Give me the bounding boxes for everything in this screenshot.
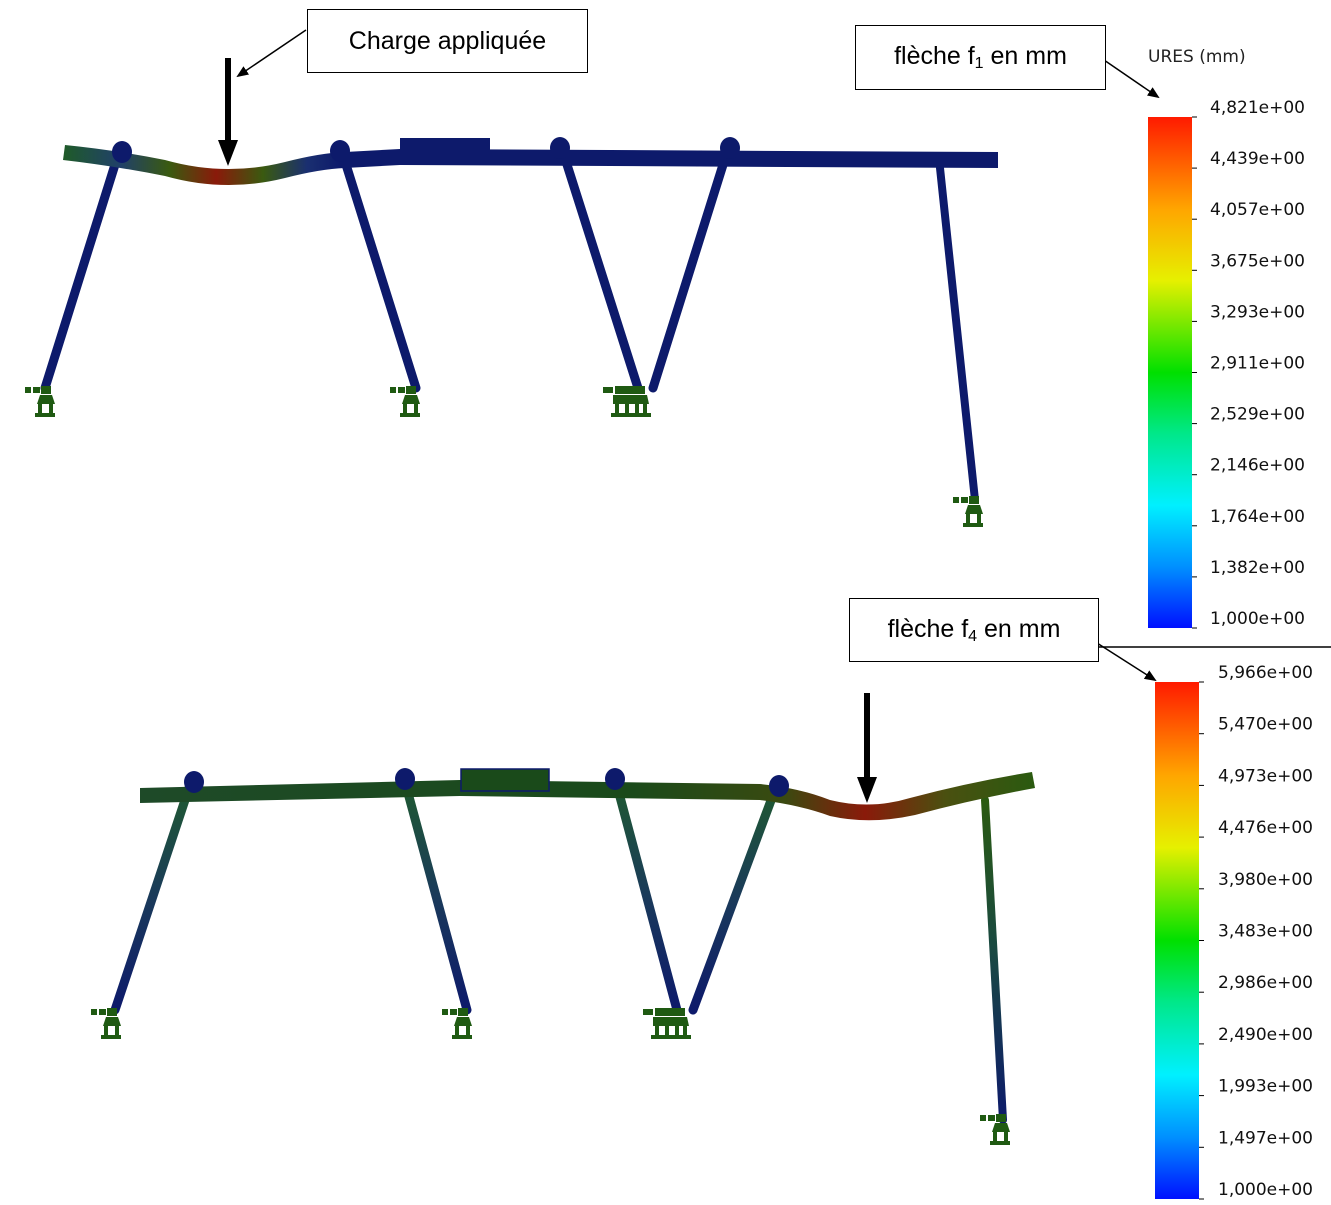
- f4-callout: flèche f4 en mm: [849, 598, 1099, 662]
- leg: [981, 796, 1007, 1124]
- beam-plate: [400, 138, 490, 156]
- scale-tick-label: 5,470e+00: [1218, 715, 1313, 735]
- load-callout-label: Charge appliquée: [348, 26, 547, 55]
- callout-pointer: [1096, 642, 1157, 682]
- joint: [395, 768, 415, 790]
- joint: [720, 137, 740, 159]
- beam: [63, 145, 998, 186]
- joint: [605, 768, 625, 790]
- fixture-icon: [390, 386, 420, 417]
- scale-tick-label: 5,966e+00: [1218, 663, 1313, 683]
- f4-text: flèche f: [887, 614, 969, 643]
- scale-tick-label: 4,439e+00: [1210, 149, 1305, 169]
- joint: [330, 140, 350, 162]
- fixture-icon: [603, 386, 651, 417]
- structure-f4: [91, 693, 1035, 1145]
- structure-f1: [25, 29, 998, 527]
- leg: [338, 150, 421, 393]
- leg: [558, 147, 643, 393]
- beam: [140, 772, 1035, 821]
- fixture-icon: [25, 386, 55, 417]
- leg: [688, 782, 781, 1015]
- joint: [550, 137, 570, 159]
- scale-tick-label: 2,986e+00: [1218, 973, 1313, 993]
- scale-tick-label: 1,000e+00: [1210, 609, 1305, 629]
- scale-tick-label: 1,497e+00: [1218, 1128, 1313, 1148]
- load-arrow: [218, 58, 238, 166]
- fixture-icon: [91, 1008, 121, 1039]
- color-scale-f1: 4,821e+00 4,439e+00 4,057e+00 3,675e+00 3,29…: [1148, 98, 1305, 629]
- scale-tick-label: 3,483e+00: [1218, 922, 1313, 942]
- scale-tick-label: 1,382e+00: [1210, 558, 1305, 578]
- f1-subscript: 1: [974, 55, 984, 72]
- f1-text: flèche f: [894, 42, 975, 70]
- color-scale-f4: 5,966e+00 5,470e+00 4,973e+00 4,476e+00 3,98…: [1155, 663, 1313, 1200]
- fixture-icon: [980, 1114, 1010, 1145]
- fixture-icon: [953, 496, 983, 527]
- fixture-icon: [442, 1008, 472, 1039]
- leg: [936, 164, 979, 504]
- leg: [40, 150, 123, 393]
- scale-tick-label: 2,490e+00: [1218, 1025, 1313, 1045]
- scale-tick-label: 2,529e+00: [1210, 405, 1305, 425]
- load-callout: Charge appliquée: [307, 9, 588, 73]
- joint: [769, 775, 789, 797]
- f4-callout-label: flèche f4 en mm: [888, 615, 1061, 646]
- f4-subscript: 4: [968, 627, 978, 645]
- leg: [648, 147, 732, 393]
- scale-tick-label: 1,764e+00: [1210, 507, 1305, 527]
- f1-unit: en mm: [990, 42, 1067, 70]
- scale-tick-label: 3,980e+00: [1218, 870, 1313, 890]
- leg: [400, 777, 472, 1015]
- scale-tick-label: 3,675e+00: [1210, 251, 1305, 271]
- callout-pointer: [1103, 59, 1160, 99]
- callout-pointer: [236, 29, 307, 78]
- leg: [110, 780, 195, 1015]
- f1-callout-label: flèche f1 en mm: [894, 42, 1067, 73]
- beam-plate: [460, 768, 550, 792]
- scale-tick-label: 4,973e+00: [1218, 766, 1313, 786]
- scale-tick-label: 1,993e+00: [1218, 1077, 1313, 1097]
- load-arrow: [857, 693, 877, 803]
- scale-tick-label: 4,476e+00: [1218, 818, 1313, 838]
- f1-callout: flèche f1 en mm: [855, 25, 1106, 90]
- scale-tick-label: 1,000e+00: [1218, 1180, 1313, 1200]
- joint: [184, 771, 204, 793]
- f4-unit: en mm: [984, 614, 1061, 643]
- scale-tick-label: 2,146e+00: [1210, 456, 1305, 476]
- scale-tick-label: 4,821e+00: [1210, 98, 1305, 118]
- leg: [611, 777, 682, 1015]
- legend-title: URES (mm): [1148, 47, 1246, 67]
- scale-tick-label: 3,293e+00: [1210, 302, 1305, 322]
- scale-tick-label: 4,057e+00: [1210, 200, 1305, 220]
- fixture-icon: [643, 1008, 691, 1039]
- joint: [112, 141, 132, 163]
- scale-tick-label: 2,911e+00: [1210, 354, 1305, 374]
